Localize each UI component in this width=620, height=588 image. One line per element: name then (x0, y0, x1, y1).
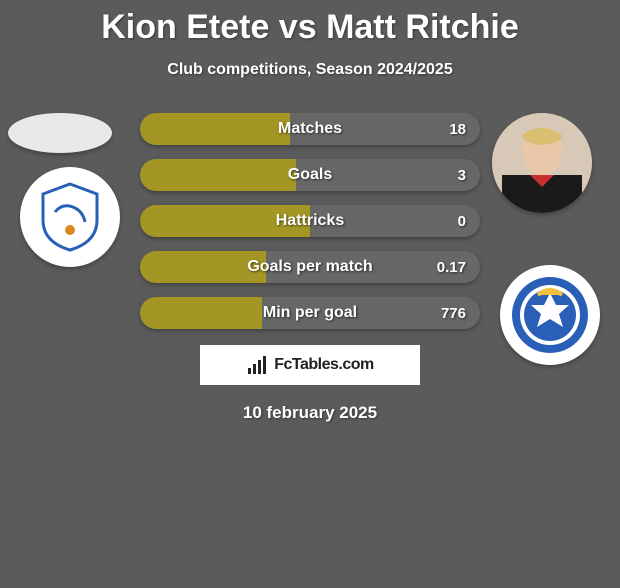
left-player-avatar (8, 113, 112, 153)
bar-label: Matches (278, 120, 342, 138)
bar-label: Min per goal (263, 304, 357, 322)
bar-fill-left (140, 113, 290, 145)
bar-value-right: 0.17 (437, 259, 466, 276)
player-photo-icon (492, 113, 592, 213)
bar-value-right: 18 (449, 121, 466, 138)
bar-fill-left (140, 297, 262, 329)
stat-bar: Hattricks 0 (140, 205, 480, 237)
right-player-avatar (492, 113, 592, 213)
chart-icon (246, 354, 268, 376)
cardiff-crest-icon (35, 182, 105, 252)
bar-label: Hattricks (276, 212, 344, 230)
stat-bars: Matches 18 Goals 3 Hattricks 0 Goals per match… (140, 113, 480, 343)
portsmouth-crest-icon (510, 275, 590, 355)
right-club-crest (500, 265, 600, 365)
attribution-text: FcTables.com (274, 356, 374, 374)
bar-value-right: 3 (458, 167, 466, 184)
bar-value-right: 0 (458, 213, 466, 230)
page-title: Kion Etete vs Matt Ritchie (0, 8, 620, 47)
stat-bar: Matches 18 (140, 113, 480, 145)
bar-label: Goals per match (247, 258, 372, 276)
stat-bar: Goals 3 (140, 159, 480, 191)
page-subtitle: Club competitions, Season 2024/2025 (0, 61, 620, 79)
stat-bar: Min per goal 776 (140, 297, 480, 329)
bar-label: Goals (288, 166, 332, 184)
attribution-badge: FcTables.com (200, 345, 420, 385)
date-text: 10 february 2025 (0, 403, 620, 423)
stat-bar: Goals per match 0.17 (140, 251, 480, 283)
bar-fill-left (140, 159, 296, 191)
bar-value-right: 776 (441, 305, 466, 322)
left-club-crest (20, 167, 120, 267)
